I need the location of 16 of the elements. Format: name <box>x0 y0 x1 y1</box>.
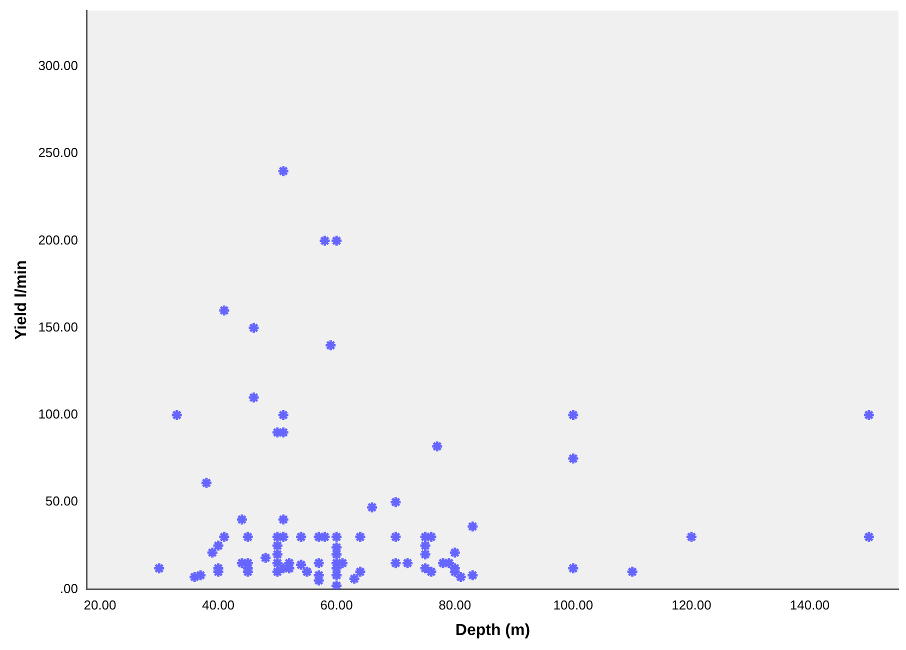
y-tick-label: 50.00 <box>45 494 78 509</box>
y-tick-label: 250.00 <box>38 145 78 160</box>
x-tick-label: 140.00 <box>790 598 830 613</box>
x-tick-label: 20.00 <box>84 598 116 613</box>
x-tick-label: 60.00 <box>320 598 353 613</box>
y-tick-label: 300.00 <box>38 58 78 74</box>
y-axis-title: Yield l/min <box>13 260 30 340</box>
x-tick-label: 40.00 <box>202 598 235 613</box>
y-tick-label: 150.00 <box>38 319 78 334</box>
y-tick-label: 200.00 <box>38 232 78 248</box>
y-tick-label: 100.00 <box>38 406 78 422</box>
x-tick-label: 80.00 <box>438 598 472 613</box>
x-tick-label: 120.00 <box>672 598 712 613</box>
x-axis-title: Depth (m) <box>455 622 530 639</box>
y-tick-label: .00 <box>60 580 78 596</box>
x-tick-label: 100.00 <box>553 598 594 613</box>
